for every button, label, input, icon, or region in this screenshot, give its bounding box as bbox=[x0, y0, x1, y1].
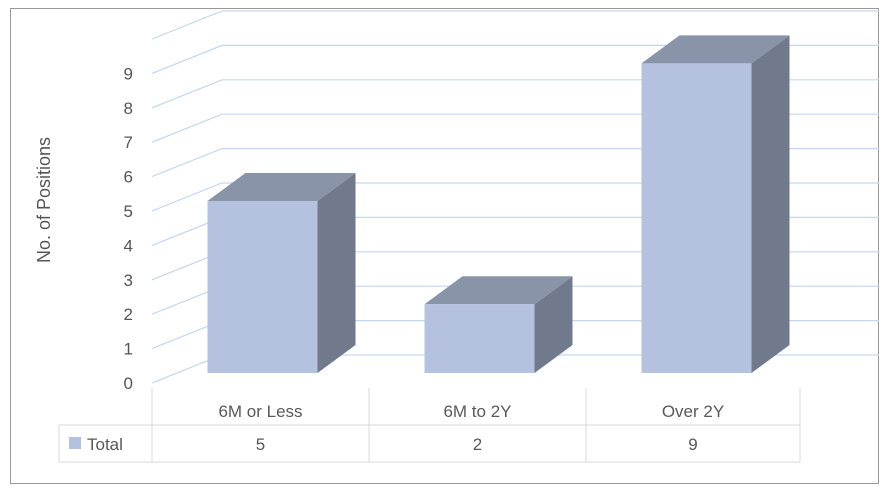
bar-side bbox=[317, 173, 356, 373]
bar-top bbox=[424, 276, 573, 305]
table-value: 5 bbox=[256, 435, 265, 454]
bar-side bbox=[534, 276, 573, 373]
category-label: Over 2Y bbox=[662, 402, 724, 421]
y-tick-label: 1 bbox=[124, 340, 133, 359]
y-tick-label: 0 bbox=[124, 374, 133, 393]
y-tick-label: 5 bbox=[124, 202, 133, 221]
gridline bbox=[151, 44, 879, 74]
bar-side bbox=[751, 35, 790, 374]
data-table: 6M or Less 5 6M to 2Y 2 Over 2Y 9 Total bbox=[58, 388, 801, 463]
table-value: 9 bbox=[688, 435, 697, 454]
table-value: 2 bbox=[473, 435, 482, 454]
bar-top bbox=[207, 173, 356, 201]
y-axis-ticks: 0 1 2 3 4 5 6 7 8 9 bbox=[124, 64, 133, 393]
y-tick-label: 4 bbox=[124, 236, 133, 255]
bar-front bbox=[207, 201, 318, 373]
y-tick-label: 6 bbox=[124, 168, 133, 187]
bars-layer bbox=[207, 35, 790, 374]
y-tick-label: 9 bbox=[124, 64, 133, 83]
gridline bbox=[151, 10, 879, 40]
bar-front bbox=[424, 304, 535, 373]
category-label: 6M or Less bbox=[218, 402, 302, 421]
category-label: 6M to 2Y bbox=[443, 402, 511, 421]
bar-top bbox=[641, 35, 790, 64]
y-tick-label: 8 bbox=[124, 99, 133, 118]
bar-2 bbox=[424, 276, 573, 373]
legend-label: Total bbox=[87, 435, 123, 454]
bar-3 bbox=[641, 35, 790, 374]
legend-swatch bbox=[69, 437, 81, 449]
y-tick-label: 2 bbox=[124, 305, 133, 324]
y-axis-label: No. of Positions bbox=[34, 137, 54, 263]
y-tick-label: 7 bbox=[124, 133, 133, 152]
y-tick-label: 3 bbox=[124, 271, 133, 290]
bar-1 bbox=[207, 173, 356, 373]
bar-front bbox=[641, 63, 752, 374]
